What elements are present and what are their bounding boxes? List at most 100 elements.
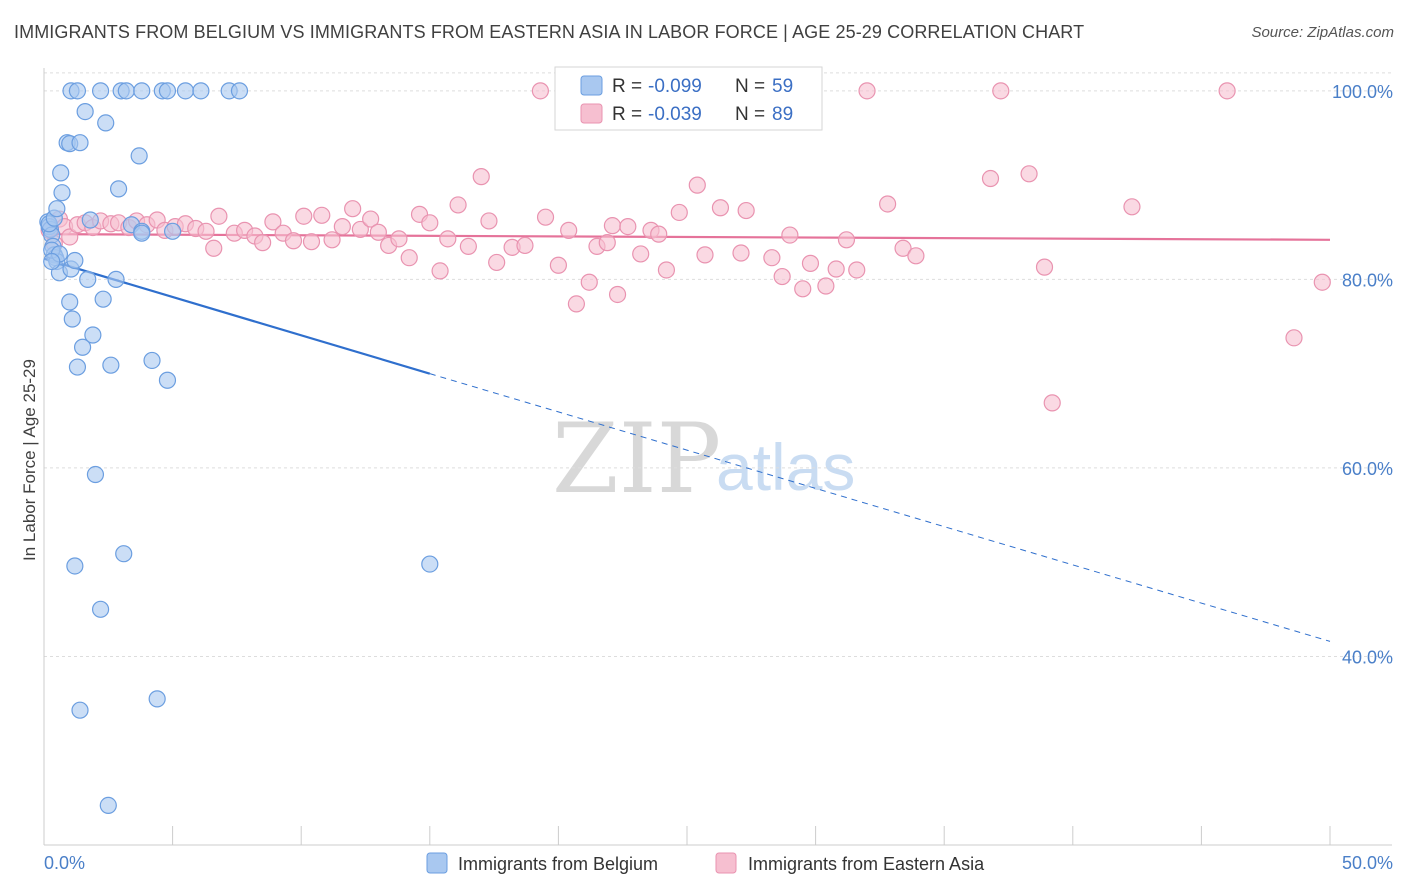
- eastern-asia-point: [907, 247, 925, 265]
- eastern-asia-point: [696, 246, 714, 264]
- watermark-atlas: atlas: [716, 430, 855, 504]
- eastern-asia-point: [480, 212, 498, 230]
- eastern-asia-point: [264, 213, 282, 231]
- chart-title: IMMIGRANTS FROM BELGIUM VS IMMIGRANTS FR…: [14, 22, 1085, 42]
- belgium-point: [68, 82, 87, 100]
- legend-label-eastern-asia: Immigrants from Eastern Asia: [748, 854, 985, 874]
- belgium-point: [158, 82, 177, 100]
- eastern-asia-point: [848, 261, 866, 279]
- eastern-asia-point: [488, 253, 506, 272]
- eastern-asia-point: [449, 196, 467, 214]
- watermark-zip: ZIP: [552, 403, 721, 515]
- eastern-asia-point: [560, 221, 578, 239]
- belgium-point: [148, 690, 166, 708]
- eastern-asia-point: [650, 225, 668, 243]
- eastern-asia-point: [313, 206, 331, 224]
- belgium-point: [66, 251, 84, 270]
- source-label: Source: ZipAtlas.com: [1251, 24, 1394, 41]
- eastern-asia-point: [817, 277, 835, 295]
- belgium-point: [102, 356, 120, 374]
- belgium-point: [158, 371, 177, 389]
- belgium-point: [109, 180, 128, 198]
- eastern-asia-point: [295, 207, 313, 225]
- belgium-point: [43, 252, 61, 271]
- belgium-point: [130, 147, 148, 165]
- stats-legend-n-value-1: 59: [772, 76, 793, 97]
- belgium-point: [68, 358, 87, 376]
- eastern-asia-point: [992, 82, 1010, 100]
- eastern-asia-point: [431, 262, 449, 280]
- eastern-asia-point: [531, 82, 549, 100]
- stats-legend-swatch-belgium: [580, 75, 603, 96]
- legend-swatch-belgium: [426, 852, 448, 874]
- eastern-asia-point: [284, 232, 303, 250]
- eastern-asia-point: [608, 285, 627, 304]
- eastern-asia-point: [1035, 258, 1054, 276]
- belgium-point: [143, 351, 161, 370]
- trend-line-belgium-extension: [429, 373, 1331, 642]
- y-tick-label: 40.0%: [1342, 647, 1393, 667]
- eastern-asia-point: [549, 256, 568, 274]
- stats-legend-r-label-2: R =: [612, 104, 642, 125]
- eastern-asia-point: [670, 203, 688, 222]
- trend-line-belgium: [43, 257, 431, 375]
- eastern-asia-point: [210, 207, 228, 225]
- eastern-asia-point: [421, 214, 439, 232]
- eastern-asia-point: [858, 82, 876, 100]
- eastern-asia-point: [794, 280, 812, 298]
- belgium-point: [133, 82, 151, 100]
- eastern-asia-point: [1313, 273, 1331, 291]
- y-tick-label: 80.0%: [1342, 270, 1393, 290]
- belgium-point: [192, 82, 210, 100]
- belgium-point: [61, 293, 79, 311]
- belgium-point: [91, 600, 110, 618]
- stats-legend-n-label-1: N =: [735, 76, 765, 97]
- eastern-asia-point: [1285, 329, 1303, 347]
- belgium-point: [63, 310, 81, 328]
- eastern-asia-point: [801, 254, 820, 272]
- eastern-asia-point: [1020, 165, 1038, 183]
- eastern-asia-point: [323, 231, 341, 249]
- eastern-asia-point: [536, 208, 555, 226]
- eastern-asia-point: [688, 176, 706, 194]
- eastern-asia-point: [781, 226, 799, 244]
- eastern-asia-point: [1043, 394, 1061, 412]
- y-tick-label: 100.0%: [1332, 82, 1393, 102]
- eastern-asia-point: [390, 230, 408, 248]
- eastern-asia-point: [302, 233, 321, 251]
- eastern-asia-point: [205, 239, 223, 257]
- x-tick-labels: 0.0% 50.0%: [44, 853, 1393, 873]
- stats-legend: R = -0.099 N = 59 R = -0.039 N = 89: [554, 66, 823, 131]
- belgium-point: [79, 270, 97, 288]
- eastern-asia-point: [1218, 82, 1236, 100]
- eastern-asia-point: [333, 218, 351, 236]
- eastern-asia-point: [657, 261, 676, 279]
- stats-legend-n-label-2: N =: [735, 104, 765, 125]
- data-points: [39, 82, 1331, 815]
- eastern-asia-point: [632, 245, 650, 263]
- eastern-asia-point: [763, 249, 781, 267]
- eastern-asia-point: [351, 220, 369, 239]
- eastern-asia-point: [567, 295, 586, 313]
- belgium-point: [53, 184, 71, 202]
- eastern-asia-point: [773, 267, 791, 286]
- eastern-asia-point: [344, 200, 362, 218]
- belgium-point: [48, 200, 66, 218]
- eastern-asia-point: [1123, 198, 1141, 216]
- stats-legend-n-value-2: 89: [772, 104, 793, 125]
- series-legend: Immigrants from Belgium Immigrants from …: [426, 852, 985, 874]
- legend-swatch-eastern-asia: [715, 852, 737, 874]
- eastern-asia-point: [981, 169, 1000, 188]
- eastern-asia-point: [619, 218, 637, 236]
- eastern-asia-point: [362, 210, 380, 228]
- eastern-asia-point: [61, 228, 79, 246]
- watermark: ZIP atlas: [552, 403, 855, 515]
- x-tick-label: 50.0%: [1342, 853, 1393, 873]
- belgium-point: [421, 555, 439, 573]
- eastern-asia-point: [894, 239, 912, 257]
- eastern-asia-point: [603, 217, 622, 235]
- eastern-asia-point: [737, 201, 755, 220]
- eastern-asia-point: [472, 168, 490, 186]
- belgium-point: [91, 82, 110, 100]
